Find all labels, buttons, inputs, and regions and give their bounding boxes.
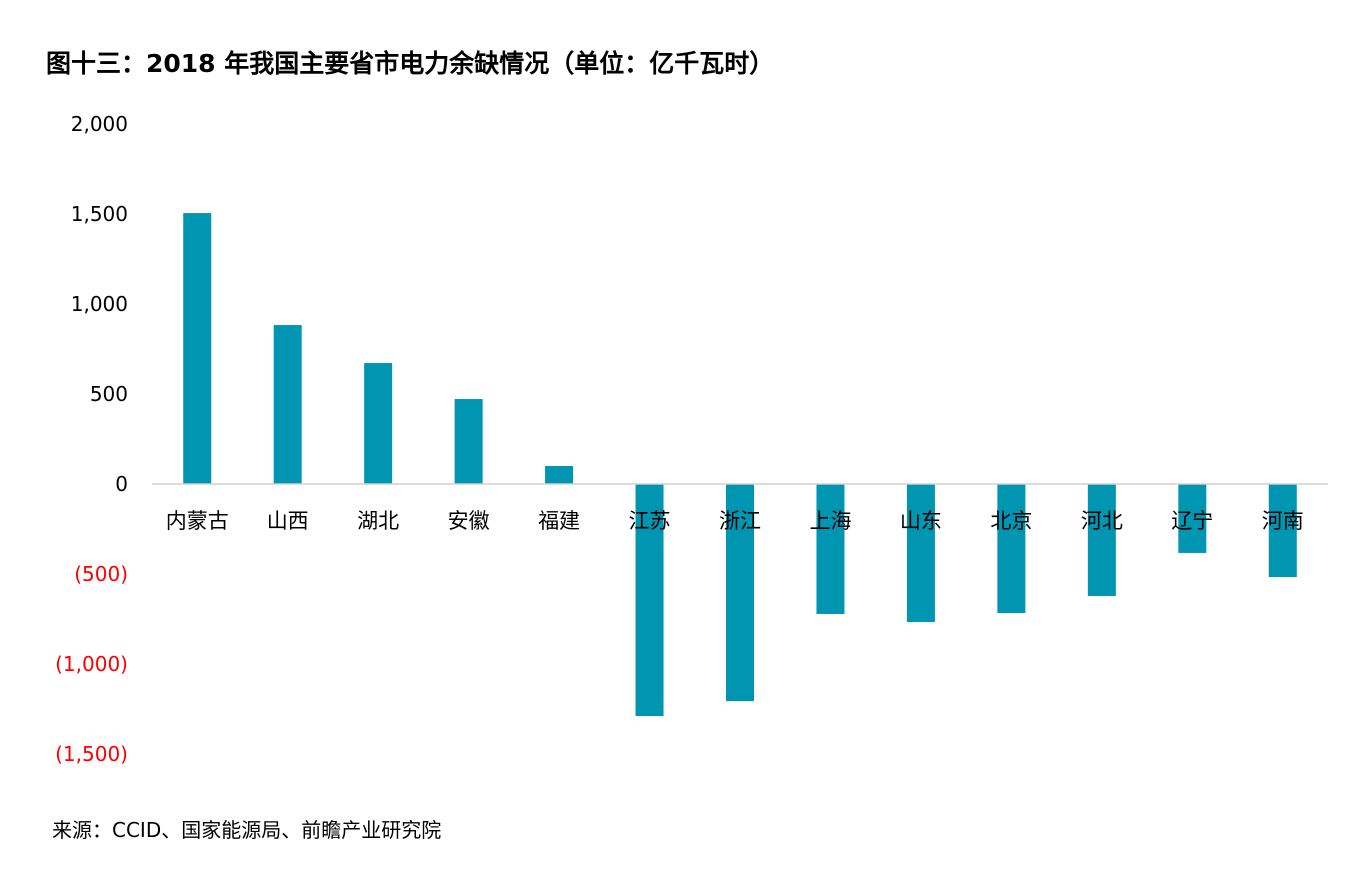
category-label: 湖北 — [357, 509, 399, 533]
y-tick-label: 1,500 — [71, 202, 128, 226]
bar-1 — [273, 325, 302, 484]
category-label: 福建 — [538, 509, 580, 533]
category-label: 山西 — [267, 509, 309, 533]
category-label: 河北 — [1081, 509, 1123, 533]
bar-3 — [454, 399, 483, 484]
bar-10 — [1087, 484, 1116, 596]
category-label: 北京 — [990, 509, 1032, 533]
category-label: 浙江 — [719, 509, 761, 533]
bar-12 — [1268, 484, 1297, 578]
y-tick-label: 1,000 — [71, 292, 128, 316]
y-tick-label: (1,000) — [55, 652, 128, 676]
category-label: 辽宁 — [1171, 509, 1213, 533]
y-tick-label: 500 — [90, 382, 128, 406]
bar-8 — [906, 484, 935, 623]
category-label: 上海 — [809, 509, 851, 533]
chart-source: 来源：CCID、国家能源局、前瞻产业研究院 — [52, 818, 442, 842]
bar-7 — [816, 484, 845, 614]
bar-9 — [997, 484, 1026, 614]
category-label: 河南 — [1262, 509, 1304, 533]
category-label: 安徽 — [448, 509, 490, 533]
bar-6 — [726, 484, 754, 702]
y-tick-label: (500) — [74, 562, 128, 586]
bar-4 — [545, 466, 574, 484]
category-label: 内蒙古 — [166, 509, 229, 533]
bar-11 — [1178, 484, 1207, 553]
chart-title: 图十三：2018 年我国主要省市电力余缺情况（单位：亿千瓦时） — [46, 49, 775, 78]
bar-5 — [635, 484, 664, 717]
bar-2 — [364, 363, 393, 484]
y-tick-label: 2,000 — [71, 112, 128, 136]
y-tick-label: 0 — [115, 472, 128, 496]
category-label: 江苏 — [629, 509, 671, 533]
y-tick-label: (1,500) — [55, 742, 128, 766]
bar-0 — [183, 213, 212, 484]
category-label: 山东 — [900, 509, 942, 533]
